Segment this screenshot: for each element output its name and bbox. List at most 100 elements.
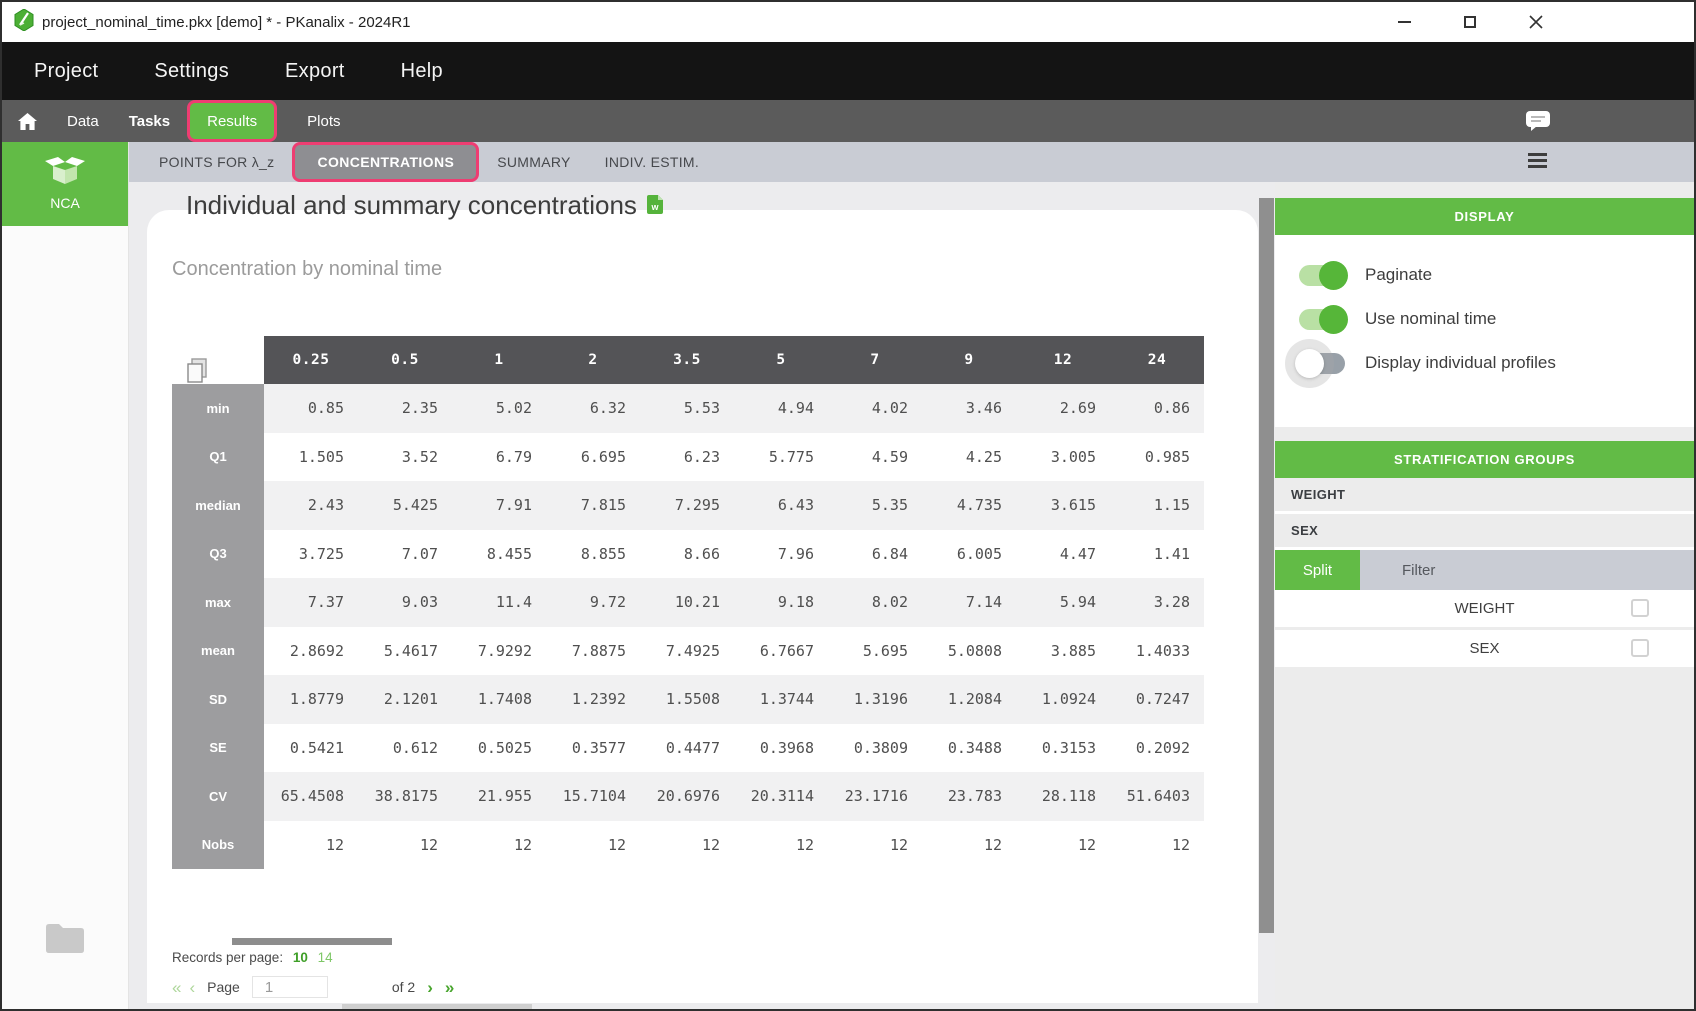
stat-row-label: mean [172,626,264,675]
horizontal-scrollbar-thumb[interactable] [232,938,392,945]
concentration-cell: 1.505 [264,432,358,481]
concentration-cell: 4.02 [828,384,922,433]
nav-tab-data[interactable]: Data [67,112,99,130]
concentration-cell: 7.8875 [546,626,640,675]
concentration-cell: 5.02 [452,384,546,433]
covariate-checkbox[interactable] [1631,639,1649,657]
subtab-indiv-estim[interactable]: INDIV. ESTIM. [604,154,700,170]
concentration-cell: 7.91 [452,481,546,530]
bottom-scrollbar-thumb[interactable] [342,1004,532,1009]
concentration-cell: 12 [264,820,358,869]
copy-table-icon[interactable] [172,336,264,384]
concentration-cell: 6.23 [640,432,734,481]
concentration-cell: 7.37 [264,578,358,627]
concentration-cell: 28.118 [1016,772,1110,821]
toggle-switch[interactable] [1295,348,1345,378]
concentration-cell: 1.2392 [546,675,640,724]
window-controls [1396,14,1694,30]
covariate-rows: WEIGHT SEX [1275,590,1694,670]
menu-bar: Project Settings Export Help [2,42,1694,100]
concentration-cell: 5.4617 [358,626,452,675]
concentration-cell: 15.7104 [546,772,640,821]
open-box-icon [45,157,85,192]
tab-split[interactable]: Split [1275,550,1360,590]
folder-icon[interactable] [2,923,128,953]
split-filter-tabs: Split Filter [1275,550,1694,590]
menu-project[interactable]: Project [34,59,99,82]
concentration-cell: 3.28 [1110,578,1204,627]
concentration-cell: 3.725 [264,529,358,578]
toggle-switch[interactable] [1299,304,1348,334]
svg-text:w: w [650,202,659,212]
stratification-section-header: STRATIFICATION GROUPS [1275,441,1694,478]
last-page-button[interactable]: » [444,977,455,997]
toggle-row: Use nominal time [1299,297,1694,341]
menu-settings[interactable]: Settings [154,59,230,82]
page-number-input[interactable] [251,976,328,998]
stat-row-label: min [172,384,264,433]
nav-tab-plots[interactable]: Plots [307,112,341,130]
toggle-switch[interactable] [1299,260,1348,290]
concentration-cell: 11.4 [452,578,546,627]
first-page-button[interactable]: « [172,977,182,997]
previous-page-button[interactable]: ‹ [189,977,196,997]
concentration-cell: 4.735 [922,481,1016,530]
subtab-summary[interactable]: SUMMARY [497,154,571,170]
title-bar: project_nominal_time.pkx [demo] * - PKan… [2,2,1694,42]
menu-export[interactable]: Export [285,59,345,82]
close-button[interactable] [1528,14,1544,30]
concentration-cell: 0.86 [1110,384,1204,433]
time-column-header: 7 [828,336,922,384]
tab-filter[interactable]: Filter [1402,561,1436,579]
concentration-cell: 1.5508 [640,675,734,724]
concentration-cell: 6.84 [828,529,922,578]
concentration-cell: 5.695 [828,626,922,675]
concentration-cell: 0.3968 [734,723,828,772]
concentration-cell: 4.47 [1016,529,1110,578]
concentration-cell: 5.0808 [922,626,1016,675]
hamburger-icon[interactable] [1528,153,1547,171]
toggle-label: Display individual profiles [1365,353,1556,372]
records-option-14[interactable]: 14 [317,950,333,965]
subtab-points-for-lambda-z[interactable]: POINTS FOR λ_z [159,154,275,170]
table-row: Nobs 12 12 12 12 12 12 12 12 12 12 [172,820,1204,869]
table-row: max 7.37 9.03 11.4 9.72 10.21 9.18 8.02 7.14 5.94… [172,578,1204,627]
records-per-page: Records per page: 10 14 [172,950,333,965]
concentration-cell: 20.3114 [734,772,828,821]
stratification-group-row[interactable]: WEIGHT [1275,478,1694,514]
home-icon[interactable] [18,112,37,130]
concentration-cell: 1.2084 [922,675,1016,724]
concentration-cell: 7.14 [922,578,1016,627]
display-toggles: Paginate Use nominal time Display individu… [1275,235,1694,427]
vertical-scrollbar-thumb[interactable] [1259,198,1274,933]
stat-row-label: SD [172,675,264,724]
stat-row-label: Q3 [172,529,264,578]
sidebar-item-nca[interactable]: NCA [2,142,128,226]
concentration-cell: 10.21 [640,578,734,627]
maximize-button[interactable] [1462,14,1478,30]
menu-help[interactable]: Help [400,59,443,82]
subtab-concentrations[interactable]: CONCENTRATIONS [292,142,480,182]
concentration-cell: 5.35 [828,481,922,530]
comment-icon[interactable] [1526,111,1694,131]
nav-tab-results[interactable]: Results [187,100,278,142]
concentration-cell: 12 [358,820,452,869]
next-page-button[interactable]: › [427,977,433,997]
concentration-cell: 12 [546,820,640,869]
word-export-icon[interactable]: w [646,190,663,221]
concentration-cell: 3.615 [1016,481,1110,530]
main-area: Individual and summary concentrations w … [129,182,1258,1009]
nav-tab-tasks[interactable]: Tasks [128,112,171,130]
minimize-button[interactable] [1396,14,1412,30]
covariate-checkbox[interactable] [1631,599,1649,617]
stratification-group-row[interactable]: SEX [1275,514,1694,550]
concentration-cell: 0.3488 [922,723,1016,772]
concentration-cell: 6.43 [734,481,828,530]
concentration-cell: 23.783 [922,772,1016,821]
concentration-cell: 3.005 [1016,432,1110,481]
table-corner-cell [172,336,264,384]
concentration-cell: 0.612 [358,723,452,772]
stratification-groups: WEIGHT SEX [1275,478,1694,550]
records-option-10[interactable]: 10 [292,950,308,965]
